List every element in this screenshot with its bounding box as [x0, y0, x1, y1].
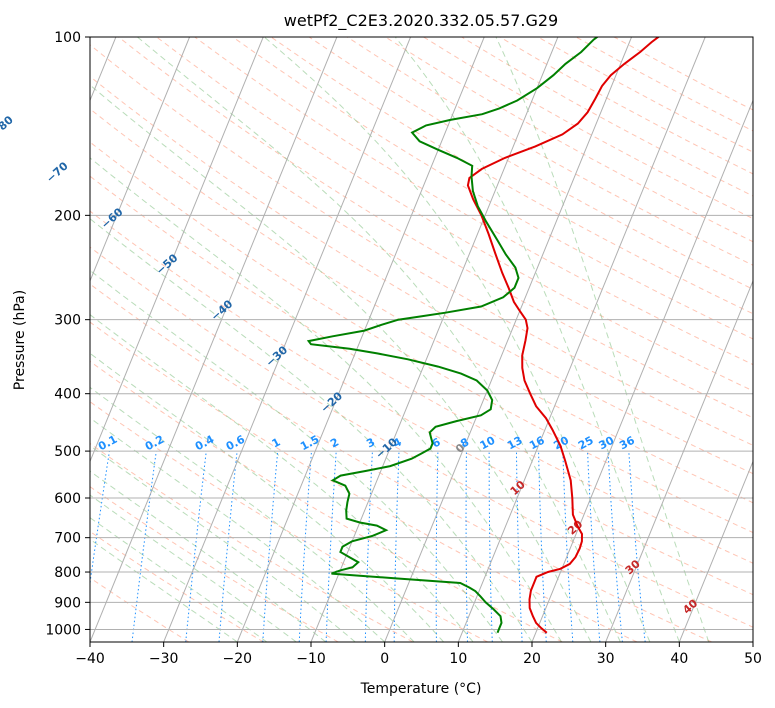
dry-adiabat	[90, 321, 638, 642]
dry-adiabat	[90, 44, 753, 446]
isotherm-line	[90, 37, 264, 463]
moist-adiabat	[90, 517, 268, 642]
moist-adiabat	[137, 37, 621, 642]
y-tick-label: 900	[54, 595, 81, 611]
y-tick-label: 700	[54, 531, 81, 547]
x-tick-label: −40	[75, 651, 105, 667]
y-tick-label: 500	[54, 444, 81, 460]
y-tick-label: 300	[54, 313, 81, 329]
isotherm-line	[90, 37, 191, 283]
plot-frame	[89, 36, 754, 643]
y-axis-label: Pressure (hPa)	[12, 290, 28, 390]
dry-adiabat	[90, 283, 712, 642]
moist-adiabat	[90, 352, 444, 642]
isotherm-line	[236, 37, 485, 642]
moist-adiabat	[90, 314, 474, 642]
x-tick-label: 40	[670, 651, 688, 667]
x-tick-label: 10	[449, 651, 467, 667]
moist-adiabat	[90, 218, 533, 642]
dry-adiabat	[90, 141, 753, 534]
x-tick-label: −20	[223, 651, 253, 667]
mixing-ratio-line	[607, 451, 623, 642]
temperature-trace	[466, 37, 661, 634]
moist-adiabat	[90, 470, 327, 642]
dry-adiabat	[270, 37, 753, 315]
dry-adiabat	[90, 360, 563, 642]
dry-adiabat	[194, 37, 753, 366]
dry-adiabat	[90, 108, 753, 504]
mixing-ratio-line	[218, 451, 238, 642]
moist-adiabat	[90, 157, 562, 642]
y-tick-label: 600	[54, 491, 81, 507]
isotherm-line	[90, 37, 338, 642]
mixing-ratio-line	[262, 451, 279, 642]
y-tick-label: 100	[54, 30, 81, 46]
axes: −40 −30 −20 −10 0 10 20 30 40 50 100 200 300 400 500 60…	[45, 30, 762, 667]
mixing-ratio-label: 13	[505, 434, 525, 453]
y-tick-label: 400	[54, 387, 81, 403]
isotherm-line	[457, 37, 706, 642]
x-axis-label: Temperature (°C)	[360, 681, 482, 697]
dry-adiabat	[156, 37, 753, 392]
mixing-ratio-label: 16	[527, 434, 547, 453]
x-tick-label: 0	[380, 651, 389, 667]
mixing-ratio-line	[185, 451, 207, 642]
dry-adiabat	[90, 210, 753, 596]
moist-adiabat	[263, 37, 651, 642]
y-tick-label: 200	[54, 208, 81, 224]
isotherm-line	[531, 99, 753, 642]
moist-adiabat	[495, 37, 710, 642]
isotherm-line	[678, 460, 753, 642]
x-tick-label: 30	[597, 651, 615, 667]
mixing-ratio-label: 30	[597, 434, 617, 453]
moist-adiabat	[90, 269, 503, 642]
y-tick-label: 800	[54, 565, 81, 581]
grid-lines	[90, 37, 753, 642]
chart-title: wetPf2_C2E3.2020.332.05.57.G29	[284, 11, 558, 31]
mixing-ratio-label: 36	[617, 434, 637, 453]
moist-adiabat	[394, 37, 680, 642]
mixing-ratio-line	[90, 451, 110, 587]
isotherm-line	[384, 37, 633, 642]
y-tick-label: 1000	[45, 622, 81, 638]
mixing-ratio-label: 25	[576, 434, 596, 453]
x-tick-label: −10	[296, 651, 326, 667]
moist-adiabat	[90, 417, 386, 642]
moist-adiabat	[90, 538, 238, 642]
mixing-ratio-label: 10	[478, 434, 498, 453]
x-tick-label: 20	[523, 651, 541, 667]
sounding-traces	[306, 37, 661, 634]
isotherm-line	[163, 37, 412, 642]
x-tick-label: 50	[744, 651, 762, 667]
isotherm-line	[605, 279, 753, 642]
dry-adiabat	[90, 246, 753, 628]
mixing-ratio-line	[628, 451, 646, 642]
x-tick-label: −30	[149, 651, 179, 667]
dewpoint-trace	[306, 37, 599, 634]
moist-adiabat	[90, 494, 297, 642]
